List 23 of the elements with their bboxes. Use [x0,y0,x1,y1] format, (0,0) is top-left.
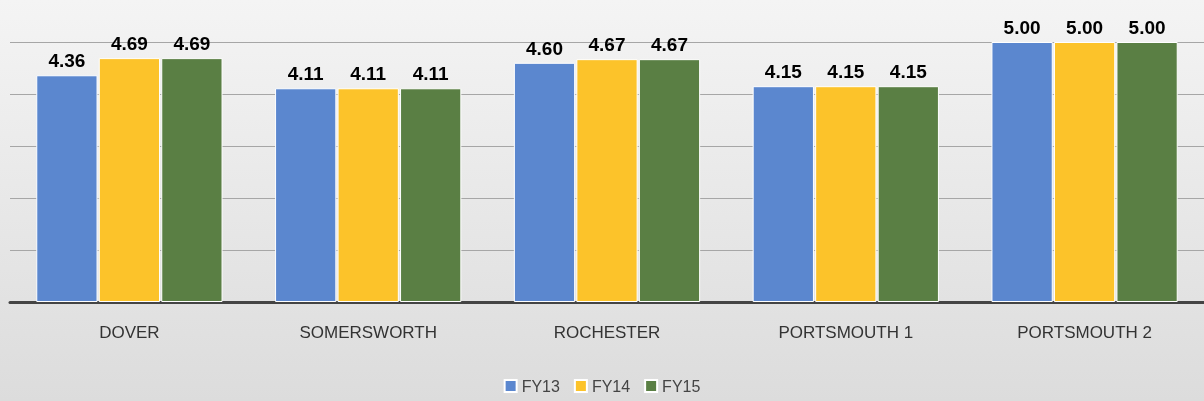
data-label: 4.67 [651,34,688,56]
legend-label: FY14 [591,377,631,395]
legend-label: FY15 [662,377,701,395]
legend-label: FY13 [521,377,560,395]
data-label: 4.11 [287,63,325,85]
x-tick-label: PORTSMOUTH 2 [1017,323,1152,342]
data-label: 4.11 [412,63,450,85]
data-label: 4.67 [588,34,626,56]
x-tick-label: SOMERSWORTH [299,323,437,342]
data-label: 5.00 [1003,17,1041,38]
data-label: 4.36 [48,50,86,72]
data-label: 5.00 [1066,17,1104,38]
x-tick-label: ROCHESTER [553,323,661,342]
data-label: 4.69 [173,33,211,55]
x-tick-label: DOVER [99,323,160,342]
data-label: 4.69 [110,33,148,55]
x-tick-label: PORTSMOUTH 1 [778,323,914,342]
data-label: 4.15 [889,61,928,83]
data-label: 4.15 [764,61,803,83]
data-label: 4.11 [350,63,387,85]
data-label: 4.15 [827,61,865,83]
data-label: 5.00 [1128,17,1166,38]
data-label: 4.60 [526,37,563,59]
